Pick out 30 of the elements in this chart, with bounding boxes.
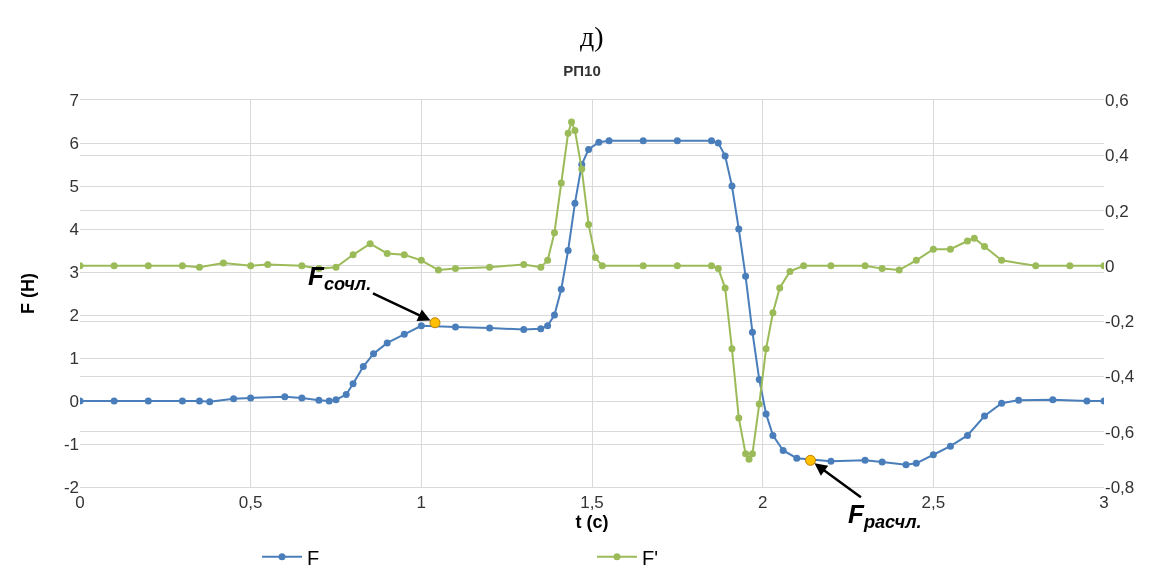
x-axis-title: t (c)	[575, 512, 609, 533]
annotation: F$_{сочл.}$	[308, 261, 372, 295]
x-tick-label: 1	[416, 493, 427, 513]
y-axis-title: F (Н)	[18, 273, 38, 314]
y-tick-label: 4	[69, 219, 79, 239]
y2-tick-label: -0,6	[1105, 422, 1135, 442]
y2-tick-label: 0,4	[1105, 146, 1129, 166]
y-tick-label: 2	[69, 305, 79, 325]
x-tick-label: 2,5	[921, 493, 946, 513]
text: д)	[580, 21, 604, 52]
x-tick-label: 2	[757, 493, 768, 513]
x-tick-label: 1,5	[580, 493, 604, 513]
annotation: F$_{расчл.}$	[848, 499, 922, 533]
y2-tick-label: -0,2	[1105, 312, 1135, 332]
y2-tick-label: 0,6	[1105, 90, 1129, 110]
y-tick-label: 0	[69, 391, 79, 411]
chart-title: РП10	[563, 62, 601, 80]
y-tick-label: 1	[69, 348, 79, 368]
y-tick-label: -2	[63, 477, 79, 497]
y2-tick-label: 0,2	[1105, 201, 1129, 221]
y2-tick-label: -0,4	[1105, 367, 1135, 387]
y-tick-label: 5	[69, 176, 79, 196]
y-tick-label: 7	[69, 90, 79, 110]
x-tick-label: 0,5	[238, 493, 263, 513]
y-tick-label: -1	[63, 434, 79, 454]
legend-label: F'	[642, 546, 659, 569]
y-tick-label: 6	[69, 133, 79, 153]
y-tick-label: 3	[69, 262, 79, 282]
legend-label: F	[307, 546, 320, 569]
y2-tick-label: 0	[1105, 256, 1115, 276]
